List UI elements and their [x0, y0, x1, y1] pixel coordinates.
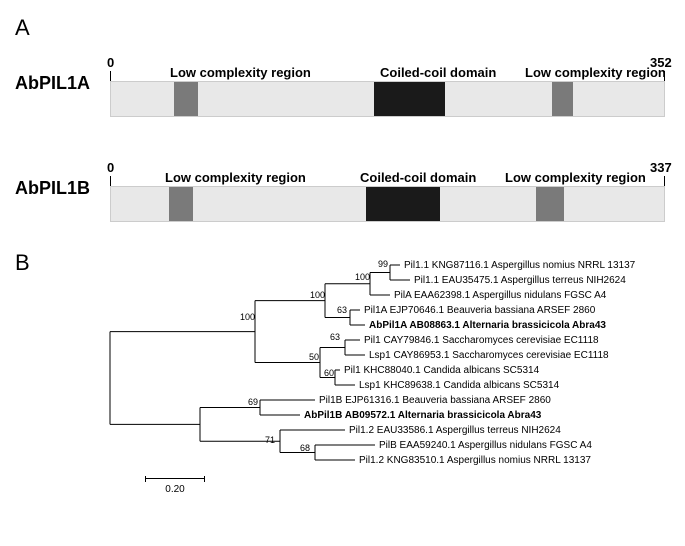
- domain-label: Low complexity region: [505, 170, 646, 185]
- tree-leaf-label: AbPil1A AB08863.1 Alternaria brassicicol…: [369, 320, 606, 331]
- tree-leaf-label: Lsp1 CAY86953.1 Saccharomyces cerevisiae…: [369, 350, 609, 361]
- tree-leaf-label: Pil1B EJP61316.1 Beauveria bassiana ARSE…: [319, 395, 551, 406]
- tree-leaf-label: Pil1.1 EAU35475.1 Aspergillus terreus NI…: [414, 275, 626, 286]
- domain-segment: [366, 187, 440, 221]
- protein-name: AbPIL1A: [15, 73, 90, 94]
- panel-a-label: A: [15, 15, 30, 41]
- tree-leaf-label: Pil1 KHC88040.1 Candida albicans SC5314: [344, 365, 539, 376]
- protein-name: AbPIL1B: [15, 178, 90, 199]
- panel-b-label: B: [15, 250, 30, 276]
- tree-leaf-label: AbPil1B AB09572.1 Alternaria brassicicol…: [304, 410, 541, 421]
- domain-label: Low complexity region: [525, 65, 666, 80]
- tree-node-label: 60: [324, 368, 334, 378]
- tree-node-label: 68: [300, 443, 310, 453]
- scale-value: 0.20: [145, 484, 205, 495]
- tree-node-label: 100: [355, 272, 370, 282]
- tree-node-label: 50: [309, 352, 319, 362]
- domain-bar: [110, 81, 665, 117]
- domain-segment: [374, 82, 445, 116]
- protein-domain-diagram: 0337Low complexity regionCoiled-coil dom…: [110, 160, 665, 222]
- tree-leaf-label: Pil1.1 KNG87116.1 Aspergillus nomius NRR…: [404, 260, 635, 271]
- domain-bar: [110, 186, 665, 222]
- tree-node-label: 71: [265, 435, 275, 445]
- tree-node-label: 63: [337, 305, 347, 315]
- tree-leaf-label: Pil1.2 KNG83510.1 Aspergillus nomius NRR…: [359, 455, 591, 466]
- tree-node-label: 99: [378, 259, 388, 269]
- tree-leaf-label: Pil1.2 EAU33586.1 Aspergillus terreus NI…: [349, 425, 561, 436]
- domain-segment: [169, 187, 194, 221]
- tree-node-label: 63: [330, 332, 340, 342]
- tree-leaf-label: Pil1 CAY79846.1 Saccharomyces cerevisiae…: [364, 335, 599, 346]
- domain-label: Coiled-coil domain: [360, 170, 476, 185]
- tree-node-label: 100: [310, 290, 325, 300]
- tree-leaf-label: Lsp1 KHC89638.1 Candida albicans SC5314: [359, 380, 559, 391]
- domain-segment: [552, 82, 572, 116]
- protein-domain-diagram: 0352Low complexity regionCoiled-coil dom…: [110, 55, 665, 117]
- panel-a: A AbPIL1A AbPIL1B 0352Low complexity regio…: [15, 15, 670, 245]
- domain-segment: [536, 187, 564, 221]
- tree-leaf-label: PilA EAA62398.1 Aspergillus nidulans FGS…: [394, 290, 606, 301]
- tree-node-label: 69: [248, 397, 258, 407]
- tree-node-label: 100: [240, 312, 255, 322]
- tree-leaf-label: Pil1A EJP70646.1 Beauveria bassiana ARSE…: [364, 305, 595, 316]
- domain-segment: [174, 82, 198, 116]
- domain-label: Coiled-coil domain: [380, 65, 496, 80]
- tree-leaf-label: PilB EAA59240.1 Aspergillus nidulans FGS…: [379, 440, 592, 451]
- panel-b: B Pil1.1 KNG87116.1 Aspergillus nomius N…: [15, 250, 670, 530]
- domain-label: Low complexity region: [170, 65, 311, 80]
- scale-bar: [145, 478, 205, 480]
- domain-label: Low complexity region: [165, 170, 306, 185]
